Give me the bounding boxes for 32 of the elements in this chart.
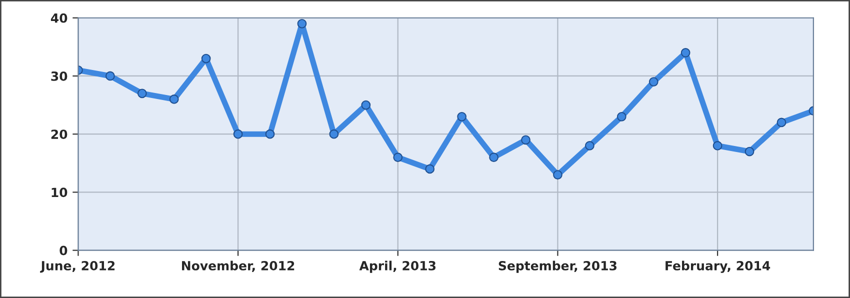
y-tick-label: 40 [50,13,68,23]
y-tick-label: 10 [52,188,68,198]
point [776,118,786,128]
point [425,164,435,174]
point [680,48,690,58]
x-tick-label: November, 2012 [182,260,294,272]
x-tick-label: September, 2013 [498,260,616,273]
point [457,112,466,122]
point [361,100,371,110]
point [489,152,498,162]
y-tick-label: 30 [51,71,68,81]
x-tick-label: June, 2012 [40,260,115,273]
point [712,141,722,150]
point [553,170,562,180]
point [169,94,179,104]
point [329,129,339,139]
point [105,71,115,81]
point [648,77,658,86]
point [297,19,307,28]
point [521,135,530,145]
point [744,146,754,156]
point [393,152,403,162]
point [265,129,275,139]
point [584,141,594,150]
point [233,129,243,139]
x-tick-label: April, 2013 [359,260,436,273]
point [137,88,147,98]
y-tick-label: 0 [60,246,68,256]
point [201,54,211,64]
point [616,112,626,122]
x-tick-label: February, 2014 [666,260,770,273]
y-tick-label: 20 [51,130,68,140]
